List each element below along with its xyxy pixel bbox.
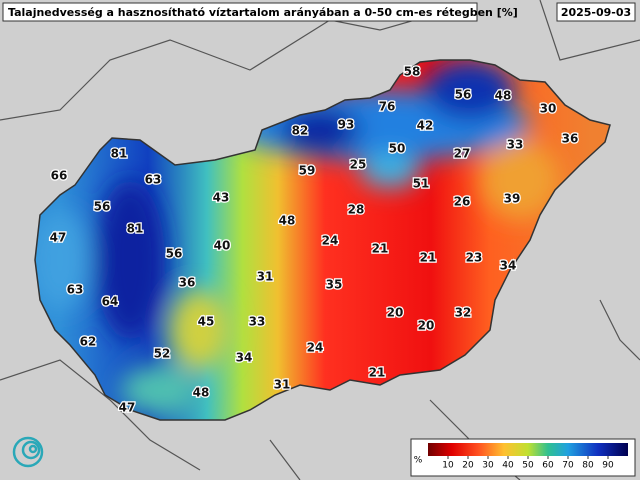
date: 2025-09-03 bbox=[561, 6, 631, 19]
logo bbox=[12, 436, 44, 468]
station-value: 64 bbox=[102, 295, 119, 309]
station-value: 31 bbox=[257, 270, 274, 284]
station-value: 63 bbox=[145, 173, 162, 187]
station-value: 48 bbox=[495, 89, 512, 103]
station-value: 93 bbox=[338, 118, 355, 132]
station-value: 52 bbox=[154, 347, 171, 361]
station-value: 81 bbox=[127, 222, 144, 236]
station-value: 50 bbox=[389, 142, 406, 156]
station-value: 43 bbox=[213, 191, 230, 205]
station-value: 76 bbox=[379, 100, 396, 114]
station-value: 56 bbox=[94, 200, 111, 214]
station-value: 24 bbox=[322, 234, 339, 248]
colorbar-tick-label: 30 bbox=[482, 461, 494, 471]
station-value: 34 bbox=[500, 259, 517, 273]
colorbar-tick-label: 50 bbox=[522, 461, 534, 471]
colorbar bbox=[428, 443, 628, 456]
station-value: 56 bbox=[166, 247, 183, 261]
colorbar-tick-label: 90 bbox=[602, 461, 614, 471]
colorbar-tick-label: 70 bbox=[562, 461, 574, 471]
title-box bbox=[2, 2, 478, 22]
station-value: 45 bbox=[198, 315, 215, 329]
station-value: 32 bbox=[455, 306, 472, 320]
station-value: 48 bbox=[193, 386, 210, 400]
station-value: 33 bbox=[507, 138, 524, 152]
station-value: 20 bbox=[418, 319, 435, 333]
station-value: 28 bbox=[348, 203, 365, 217]
station-value: 31 bbox=[274, 378, 291, 392]
station-value: 51 bbox=[413, 177, 430, 191]
colorbar-tick-label: 40 bbox=[502, 461, 514, 471]
station-value: 24 bbox=[307, 341, 324, 355]
station-value: 47 bbox=[50, 231, 67, 245]
station-value: 81 bbox=[111, 147, 128, 161]
colorbar-tick-label: 10 bbox=[442, 461, 454, 471]
station-value: 25 bbox=[350, 158, 367, 172]
station-value: 42 bbox=[417, 119, 434, 133]
station-value: 56 bbox=[455, 88, 472, 102]
station-value: 36 bbox=[562, 132, 579, 146]
station-value: 21 bbox=[420, 251, 437, 265]
date-box bbox=[556, 2, 636, 22]
station-value: 35 bbox=[326, 278, 343, 292]
station-value: 58 bbox=[404, 65, 421, 79]
colorbar-tick-label: 60 bbox=[542, 461, 554, 471]
station-value: 59 bbox=[299, 164, 316, 178]
station-value: 36 bbox=[179, 276, 196, 290]
station-value: 33 bbox=[249, 315, 266, 329]
colorbar-tick-label: 80 bbox=[582, 461, 594, 471]
station-value: 40 bbox=[214, 239, 231, 253]
colorbar-unit: % bbox=[414, 456, 423, 466]
station-value: 30 bbox=[540, 102, 557, 116]
station-value: 66 bbox=[51, 169, 68, 183]
colorbar-tick-label: 20 bbox=[462, 461, 474, 471]
station-value: 20 bbox=[387, 306, 404, 320]
station-value: 34 bbox=[236, 351, 253, 365]
station-value: 63 bbox=[67, 283, 84, 297]
station-value: 39 bbox=[504, 192, 521, 206]
station-value: 62 bbox=[80, 335, 97, 349]
station-value: 48 bbox=[279, 214, 296, 228]
title: Talajnedvesség a hasznosítható víztartal… bbox=[8, 6, 518, 19]
station-value: 47 bbox=[119, 401, 136, 415]
station-value: 82 bbox=[292, 124, 309, 138]
station-value: 26 bbox=[454, 195, 471, 209]
station-value: 27 bbox=[454, 147, 471, 161]
station-value: 21 bbox=[369, 366, 386, 380]
station-value: 21 bbox=[372, 242, 389, 256]
station-value: 23 bbox=[466, 251, 483, 265]
